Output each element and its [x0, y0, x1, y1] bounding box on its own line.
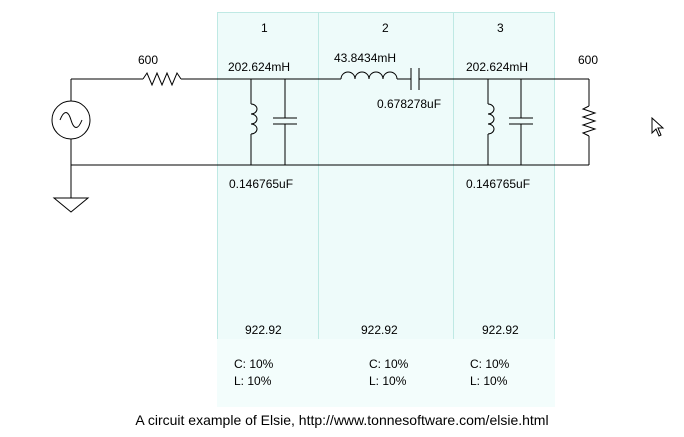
mouse-pointer-icon [651, 117, 665, 137]
section-3-frequency: 922.92 [482, 323, 519, 337]
inductor-icon-1 [250, 103, 258, 135]
section-3-inductance: 202.624mH [466, 60, 529, 74]
capacitor-icon-3 [509, 117, 533, 125]
source-resistor-icon [142, 71, 182, 87]
section-2-frequency: 922.92 [361, 323, 398, 337]
capacitor-icon-1 [273, 117, 297, 125]
load-resistance-label: 600 [578, 53, 599, 67]
inductor-icon-2 [340, 71, 398, 80]
inductor-icon-3 [487, 103, 495, 135]
section-1-index: 1 [261, 21, 268, 35]
section-1-c-tolerance: C: 10% [234, 357, 274, 371]
caption: A circuit example of Elsie, http://www.t… [135, 412, 549, 428]
section-2-index: 2 [382, 21, 389, 35]
load-resistor-icon [581, 105, 597, 137]
capacitor-icon-2 [410, 68, 420, 90]
section-3-capacitance: 0.146765uF [466, 177, 531, 191]
section-2-l-tolerance: L: 10% [369, 374, 407, 388]
section-3-index: 3 [497, 21, 504, 35]
tolerance-band [217, 339, 555, 407]
source-resistance-label: 600 [138, 53, 159, 67]
ground-icon [52, 197, 90, 213]
ac-source-icon [51, 100, 91, 140]
section-2-c-tolerance: C: 10% [369, 357, 409, 371]
section-1-frequency: 922.92 [245, 323, 282, 337]
section-2-inductance: 43.8434mH [334, 51, 397, 65]
section-2-capacitance: 0.678278uF [377, 97, 442, 111]
section-1-capacitance: 0.146765uF [229, 177, 294, 191]
section-3-c-tolerance: C: 10% [470, 357, 510, 371]
section-3-l-tolerance: L: 10% [470, 374, 508, 388]
section-1-inductance: 202.624mH [228, 60, 291, 74]
section-1-l-tolerance: L: 10% [234, 374, 272, 388]
